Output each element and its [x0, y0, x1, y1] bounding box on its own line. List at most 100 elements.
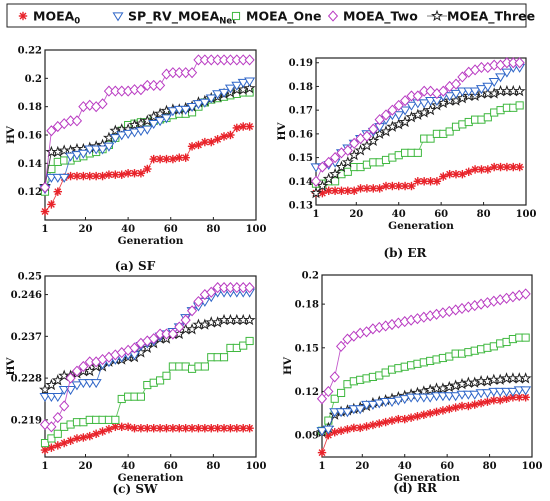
marker-stroke — [433, 177, 441, 185]
x-tick-label: 100 — [516, 209, 537, 220]
marker-stroke — [73, 434, 81, 442]
marker-shape — [456, 390, 468, 400]
data-point — [432, 177, 442, 186]
marker-shape — [167, 328, 178, 340]
marker-stroke — [194, 141, 202, 149]
y-tick-label: 0.25 — [18, 272, 42, 283]
data-point — [367, 134, 380, 147]
marker-shape — [405, 111, 418, 123]
marker-shape — [393, 111, 405, 121]
data-point — [424, 393, 436, 403]
x-tick-label: 40 — [392, 209, 406, 220]
data-point — [77, 379, 89, 389]
marker-stroke — [356, 424, 364, 432]
marker-shape — [322, 425, 334, 435]
data-point — [400, 414, 409, 424]
series-one — [311, 101, 524, 188]
marker-shape — [90, 145, 102, 155]
marker-stroke — [446, 170, 454, 178]
marker-stroke — [420, 177, 428, 185]
marker-shape — [65, 372, 76, 384]
data-point — [481, 389, 493, 399]
marker-shape — [122, 129, 134, 139]
data-point — [456, 92, 469, 104]
data-point — [329, 167, 342, 180]
data-point — [224, 84, 236, 94]
data-point — [520, 288, 531, 300]
data-point — [317, 448, 327, 457]
marker-shape — [380, 398, 392, 408]
data-point — [186, 103, 198, 113]
marker-stroke — [86, 172, 94, 180]
marker-shape — [514, 57, 525, 69]
data-point — [469, 87, 481, 97]
y-tick-label: 0.18 — [18, 102, 42, 113]
data-point — [380, 398, 392, 408]
marker-stroke — [445, 405, 453, 413]
data-point — [200, 362, 209, 371]
series-three — [310, 84, 526, 199]
marker-shape — [431, 9, 443, 22]
data-point — [418, 99, 430, 109]
data-point — [47, 434, 56, 443]
data-point — [386, 398, 398, 408]
marker-shape — [450, 94, 462, 106]
data-point — [136, 169, 146, 178]
marker-shape — [45, 173, 57, 183]
marker-stroke — [41, 208, 49, 215]
y-tick-label: 0.15 — [289, 153, 313, 164]
data-point — [148, 120, 160, 130]
marker-stroke — [413, 412, 421, 420]
marker-shape — [180, 314, 191, 326]
x-tick-label: 100 — [522, 461, 543, 472]
data-point — [111, 415, 120, 424]
data-point — [206, 286, 217, 298]
marker-shape — [456, 87, 468, 97]
marker-stroke — [137, 169, 145, 177]
data-point — [361, 400, 373, 410]
marker-shape — [154, 117, 166, 127]
marker-stroke — [214, 135, 222, 143]
marker-shape — [84, 379, 96, 389]
marker-stroke — [427, 177, 435, 185]
series-one — [40, 336, 254, 448]
marker-shape — [155, 79, 166, 91]
data-point — [375, 419, 384, 428]
marker-stroke — [484, 165, 492, 173]
marker-shape — [405, 101, 417, 111]
data-point — [337, 388, 346, 398]
data-point — [53, 187, 62, 196]
marker-stroke — [395, 182, 403, 190]
data-point — [90, 379, 102, 389]
series-two — [39, 282, 255, 433]
marker-shape — [437, 96, 450, 109]
marker-shape — [45, 393, 57, 403]
marker-stroke — [226, 131, 234, 139]
data-point — [394, 414, 403, 424]
marker-stroke — [54, 441, 62, 449]
marker-shape — [450, 392, 462, 402]
marker-shape — [316, 393, 328, 405]
data-point — [329, 371, 340, 383]
data-point — [386, 120, 399, 132]
marker-shape — [156, 376, 165, 385]
marker-stroke — [47, 444, 55, 452]
data-point — [470, 400, 479, 409]
data-point — [367, 400, 379, 410]
data-point — [45, 393, 57, 403]
data-point — [316, 427, 328, 437]
data-point — [85, 431, 94, 441]
marker-stroke — [143, 424, 151, 432]
data-point — [91, 429, 101, 438]
marker-stroke — [169, 155, 177, 163]
marker-stroke — [239, 123, 247, 130]
marker-shape — [330, 152, 341, 164]
marker-shape — [317, 161, 328, 173]
data-point — [343, 167, 352, 176]
data-point — [483, 113, 492, 122]
marker-stroke — [118, 171, 126, 179]
data-point — [130, 169, 139, 178]
data-point — [380, 109, 392, 121]
marker-shape — [141, 125, 153, 135]
marker-shape — [444, 92, 456, 102]
